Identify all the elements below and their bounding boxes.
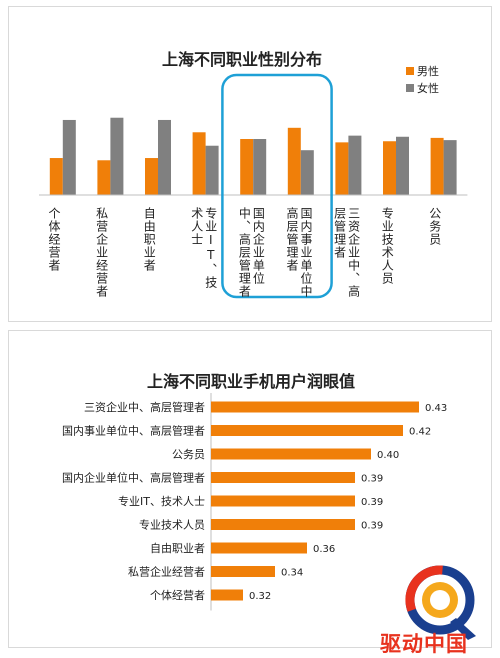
data-label: 0.43 [425, 403, 447, 414]
legend-swatch [406, 84, 414, 92]
x-tick-label: 专业技术人员 [380, 207, 395, 285]
data-label: 0.34 [281, 568, 303, 579]
x-tick-label: 自由职业者 [142, 207, 157, 272]
bar [383, 141, 396, 195]
y-tick-label: 专业IT、技术人士 [118, 494, 205, 508]
highlight-box [221, 73, 333, 299]
x-tick-label: 个体经营者 [47, 207, 61, 272]
x-tick-label: 私营企业经营者 [94, 207, 109, 298]
bar [443, 140, 457, 195]
gender-chart-panel: 上海不同职业性别分布男性女性 个体经营者 私营企业经营者 自由职业者 专业IT、技术人… [8, 6, 492, 322]
bar [335, 142, 349, 195]
bar [205, 145, 219, 195]
bar [97, 160, 111, 195]
chart-title: 上海不同职业手机用户润眼值 [147, 372, 355, 391]
bar [211, 519, 355, 530]
legend-label: 男性 [417, 64, 439, 78]
y-tick-label: 三资企业中、高层管理者 [84, 400, 205, 414]
watermark-text: 驱动中国 [380, 632, 468, 656]
data-label: 0.32 [249, 591, 271, 602]
bar [253, 139, 267, 195]
chart-title: 上海不同职业性别分布 [162, 50, 322, 69]
data-label: 0.40 [377, 450, 399, 461]
y-tick-label: 私营企业经营者 [128, 565, 205, 579]
data-label: 0.39 [361, 474, 383, 485]
y-tick-label: 自由职业者 [150, 541, 205, 555]
bar [145, 158, 158, 195]
x-tick-label: 三资企业中、高层管理者 [332, 207, 361, 298]
y-tick-label: 个体经营者 [150, 588, 205, 602]
bar [211, 566, 275, 577]
bar [211, 542, 307, 554]
bar [62, 119, 76, 195]
legend-swatch [406, 67, 414, 75]
bar [211, 448, 371, 460]
bar [240, 139, 254, 195]
bar [192, 132, 206, 195]
bar [110, 117, 124, 195]
bar [211, 589, 243, 601]
data-label: 0.42 [409, 427, 431, 438]
bar [211, 495, 355, 507]
y-tick-label: 公务员 [172, 448, 205, 461]
x-tick-label: 公务员 [427, 207, 442, 246]
legend-label: 女性 [417, 81, 439, 95]
x-tick-label: 国内企业单位中、高层管理者 [237, 207, 266, 298]
bar [300, 150, 314, 195]
bar [211, 425, 403, 436]
y-tick-label: 国内事业单位中、高层管理者 [62, 424, 205, 438]
data-label: 0.36 [313, 544, 335, 555]
bar [158, 119, 171, 195]
bar [211, 472, 355, 483]
bar [430, 137, 444, 195]
logo-icon [405, 565, 476, 640]
bar [348, 135, 362, 195]
bar [49, 158, 63, 195]
bar [211, 401, 419, 413]
data-label: 0.39 [361, 521, 383, 532]
bar [287, 127, 301, 195]
x-tick-label: 专业IT、技术人士 [189, 207, 218, 289]
data-label: 0.39 [361, 497, 383, 508]
y-tick-label: 国内企业单位中、高层管理者 [62, 471, 205, 485]
x-tick-label: 国内事业单位中高层管理者 [285, 207, 313, 298]
y-tick-label: 专业技术人员 [139, 518, 205, 532]
bar [396, 136, 409, 195]
